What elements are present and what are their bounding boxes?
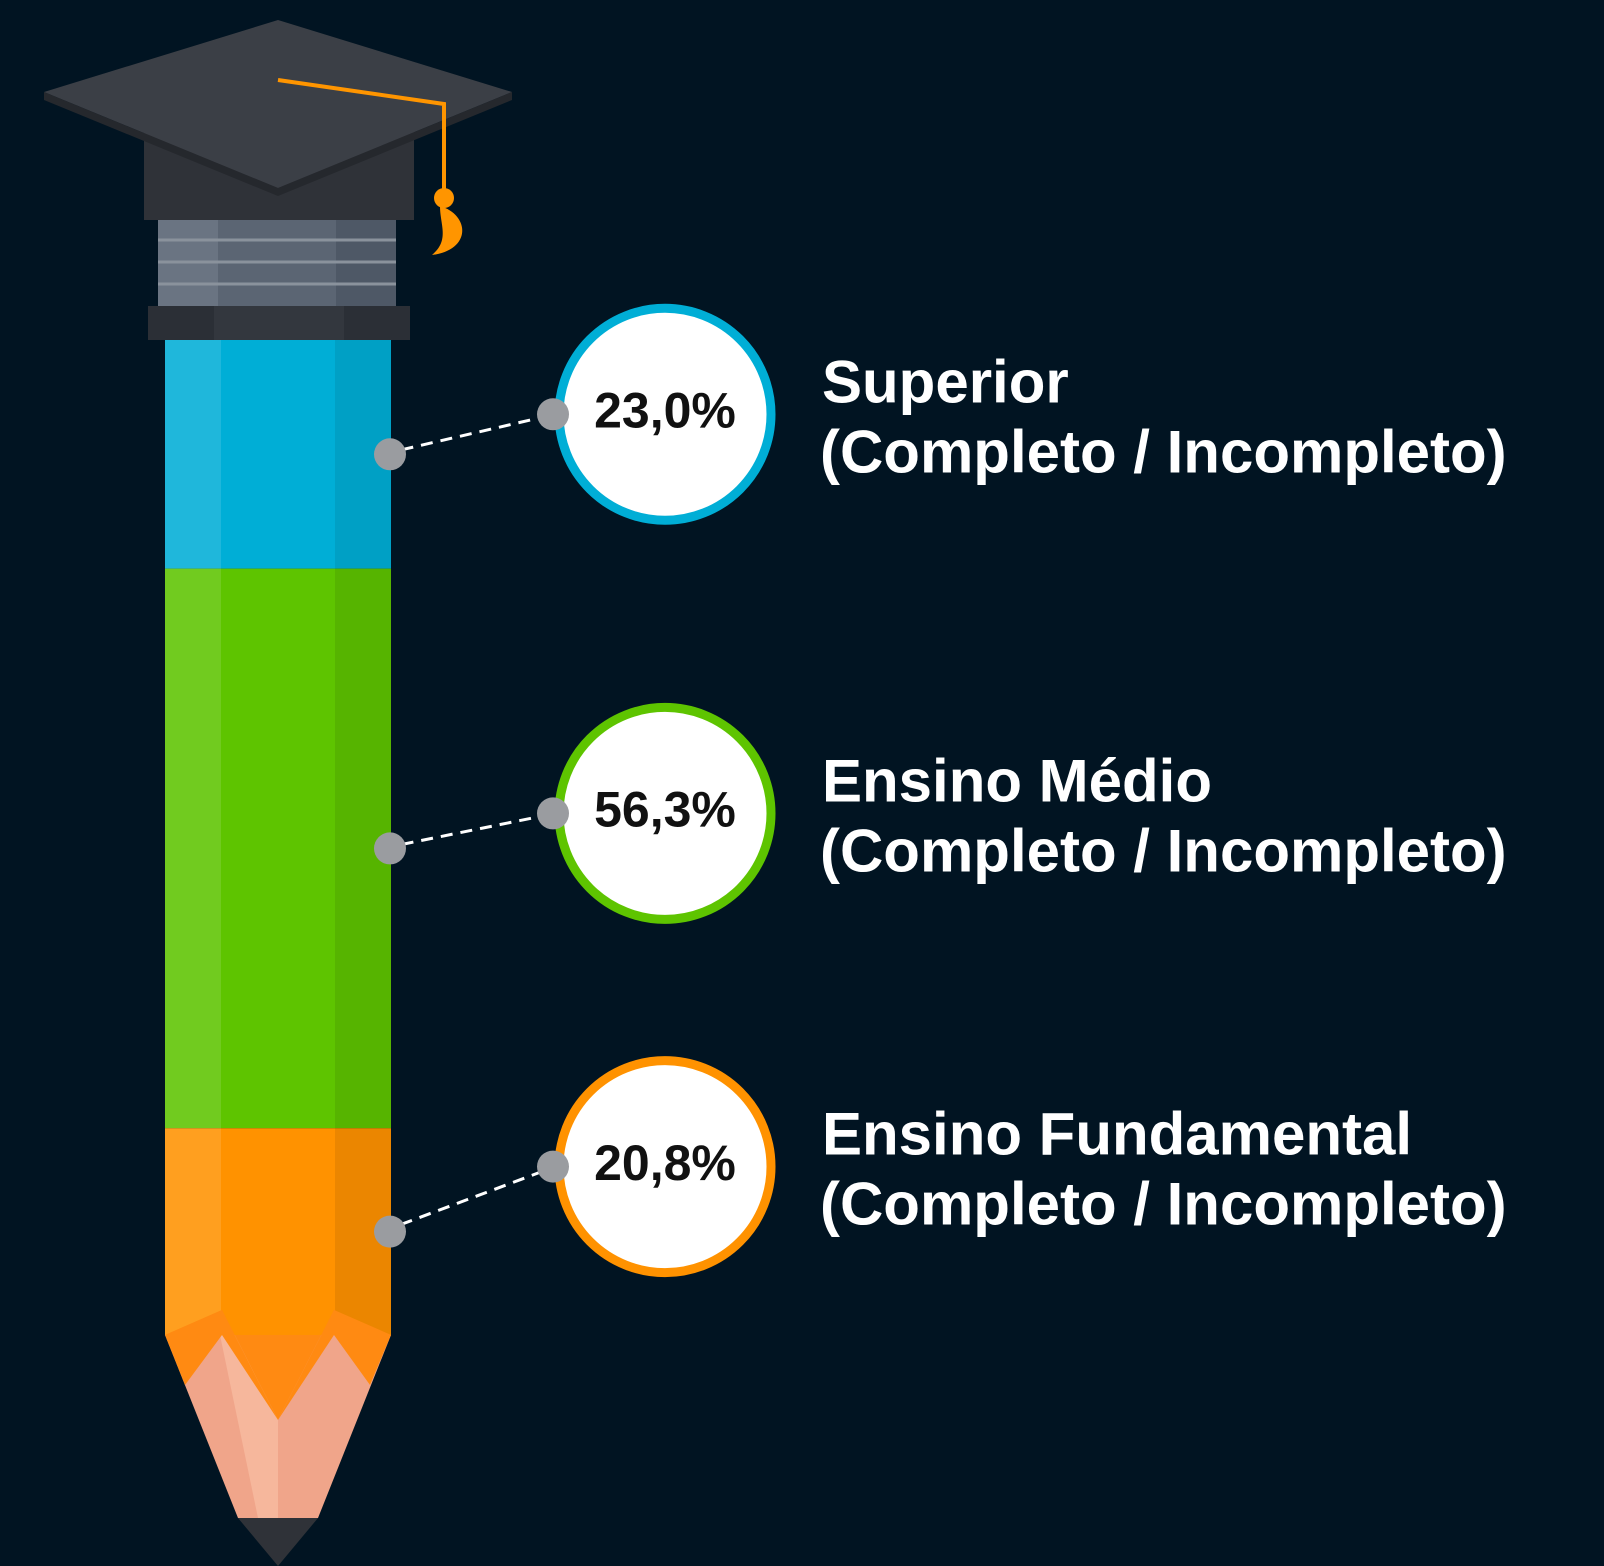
bar-segment	[165, 1128, 391, 1335]
bar-segment	[165, 340, 391, 569]
value-label: 56,3%	[594, 782, 736, 838]
graduation-cap	[44, 20, 512, 255]
bar-segment	[165, 568, 391, 1129]
value-label: 20,8%	[594, 1135, 736, 1191]
bar-highlight	[165, 1128, 221, 1335]
connector-dot	[537, 1150, 569, 1183]
connector-dot	[374, 1215, 406, 1248]
value-label: 23,0%	[594, 383, 736, 439]
connector	[381, 1165, 556, 1234]
connector-dot	[374, 832, 406, 865]
connector-dot	[374, 438, 406, 471]
category-note: (Completo / Incompleto)	[820, 817, 1507, 884]
connector	[381, 811, 556, 850]
connector	[381, 412, 556, 456]
category-label: Ensino Fundamental	[822, 1101, 1412, 1168]
category-note: (Completo / Incompleto)	[820, 1171, 1507, 1238]
category-label: Ensino Médio	[822, 747, 1212, 814]
bar-highlight	[165, 568, 221, 1129]
connector-dot	[537, 797, 569, 830]
category-note: (Completo / Incompleto)	[820, 418, 1507, 485]
pencil-tip	[165, 1310, 391, 1566]
category-label: Superior	[822, 348, 1069, 415]
connector-dot	[537, 398, 569, 431]
pencil-ferrule	[148, 220, 410, 340]
bar-highlight	[165, 340, 221, 569]
